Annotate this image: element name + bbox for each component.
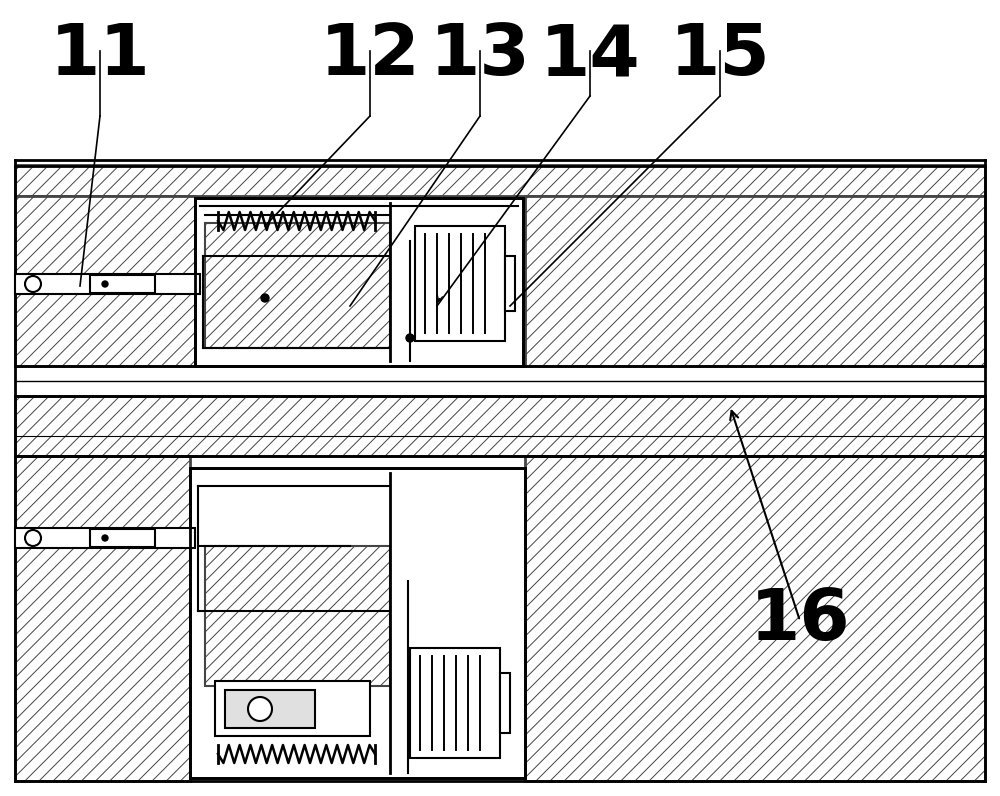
Bar — [500, 673, 510, 733]
Bar — [415, 226, 505, 341]
Bar — [505, 256, 515, 311]
Bar — [15, 165, 985, 196]
Circle shape — [25, 276, 41, 292]
Bar — [190, 468, 525, 778]
Bar — [15, 396, 985, 456]
Circle shape — [102, 281, 108, 287]
Circle shape — [406, 334, 414, 342]
Circle shape — [25, 530, 41, 546]
Text: 11: 11 — [50, 21, 150, 90]
Bar — [90, 529, 155, 547]
Bar — [15, 274, 200, 294]
Circle shape — [102, 535, 108, 541]
Text: 16: 16 — [750, 587, 850, 655]
Circle shape — [261, 294, 269, 302]
Bar — [195, 198, 523, 366]
Text: 13: 13 — [430, 21, 530, 90]
Bar — [195, 198, 523, 366]
Circle shape — [248, 697, 272, 721]
Bar — [225, 690, 315, 728]
Bar — [215, 681, 370, 736]
Bar — [190, 468, 525, 778]
Bar — [410, 648, 500, 758]
Bar — [525, 456, 985, 781]
Bar — [90, 275, 155, 293]
Bar — [205, 546, 390, 686]
Bar — [15, 196, 195, 366]
Bar — [15, 456, 190, 781]
Text: 12: 12 — [320, 21, 420, 90]
Text: 15: 15 — [670, 21, 770, 90]
Bar — [525, 196, 985, 366]
Text: 14: 14 — [540, 21, 640, 90]
Bar — [205, 223, 390, 348]
Bar — [15, 528, 195, 548]
